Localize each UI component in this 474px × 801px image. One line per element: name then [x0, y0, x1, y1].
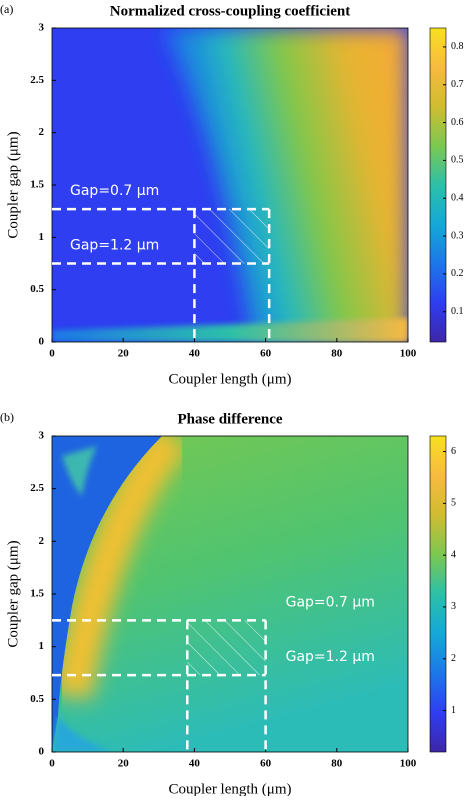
annotation: Gap=1.2 μm: [70, 238, 159, 254]
chart-title: Normalized cross-coupling coefficient: [110, 3, 351, 19]
colorbar-tick-label: 3: [451, 601, 456, 612]
y-tick-label: 1: [39, 640, 45, 652]
x-axis-label: Coupler length (μm): [168, 371, 291, 387]
chart-title: Phase difference: [177, 411, 282, 427]
colorbar-tick-label: 0.5: [451, 155, 464, 166]
y-tick-label: 2.5: [30, 74, 44, 86]
y-tick-label: 3: [39, 22, 45, 34]
colorbar-tick-label: 0.6: [451, 117, 464, 128]
x-tick-label: 40: [189, 758, 201, 770]
x-tick-label: 60: [260, 758, 272, 770]
x-tick-label: 100: [400, 348, 417, 360]
y-tick-label: 2: [39, 535, 45, 547]
colorbar-tick-label: 0.3: [451, 230, 464, 241]
colorbar-tick-label: 1: [451, 705, 456, 716]
x-tick-label: 0: [49, 348, 55, 360]
colorbar: [429, 27, 447, 343]
y-axis-label: Coupler gap (μm): [5, 131, 21, 238]
x-tick-label: 0: [49, 758, 55, 770]
y-tick-label: 0: [39, 336, 45, 348]
x-axis-label: Coupler length (μm): [168, 781, 291, 796]
panel-label: (a): [0, 2, 13, 16]
y-tick-label: 0.5: [30, 693, 44, 705]
y-tick-label: 1.5: [30, 179, 44, 191]
annotation: Gap=0.7 μm: [70, 183, 159, 199]
colorbar-tick-label: 0.8: [451, 41, 464, 52]
colorbar-tick-label: 2: [451, 653, 456, 664]
y-tick-label: 2.5: [30, 482, 44, 494]
panel-label: (b): [0, 410, 14, 424]
colorbar-tick-label: 0.7: [451, 79, 464, 90]
x-tick-label: 100: [400, 758, 417, 770]
colorbar-tick-label: 4: [451, 549, 456, 560]
heatmap-field: [52, 28, 408, 342]
colorbar-tick-label: 0.1: [451, 306, 464, 317]
hatched-region: [194, 209, 270, 264]
colorbar: [429, 435, 447, 753]
y-tick-label: 0: [39, 746, 45, 758]
hatched-region: [187, 620, 266, 676]
y-tick-label: 1.5: [30, 588, 44, 600]
heatmap-field: [52, 436, 408, 752]
x-tick-label: 20: [118, 758, 130, 770]
x-tick-label: 80: [331, 758, 343, 770]
y-tick-label: 3: [39, 430, 45, 442]
x-tick-label: 80: [331, 348, 343, 360]
annotation: Gap=1.2 μm: [286, 649, 375, 665]
x-tick-label: 40: [189, 348, 201, 360]
colorbar-tick-label: 6: [451, 446, 456, 457]
colorbar-tick-label: 5: [451, 498, 456, 509]
colorbar-tick-label: 0.4: [451, 193, 464, 204]
y-tick-label: 2: [39, 126, 45, 138]
y-axis-label: Coupler gap (μm): [5, 540, 21, 647]
annotation: Gap=0.7 μm: [286, 594, 375, 610]
x-tick-label: 60: [260, 348, 272, 360]
y-tick-label: 0.5: [30, 283, 44, 295]
x-tick-label: 20: [118, 348, 130, 360]
colorbar-tick-label: 0.2: [451, 268, 464, 279]
y-tick-label: 1: [39, 231, 45, 243]
